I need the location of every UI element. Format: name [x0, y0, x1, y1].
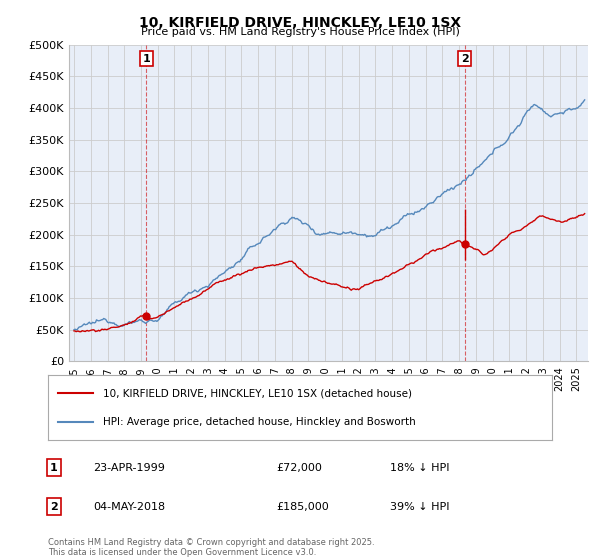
Text: 18% ↓ HPI: 18% ↓ HPI: [390, 463, 449, 473]
Text: 39% ↓ HPI: 39% ↓ HPI: [390, 502, 449, 512]
Text: 10, KIRFIELD DRIVE, HINCKLEY, LE10 1SX: 10, KIRFIELD DRIVE, HINCKLEY, LE10 1SX: [139, 16, 461, 30]
Text: 2: 2: [461, 54, 469, 64]
Text: Price paid vs. HM Land Registry's House Price Index (HPI): Price paid vs. HM Land Registry's House …: [140, 27, 460, 37]
Text: 23-APR-1999: 23-APR-1999: [93, 463, 165, 473]
Text: 1: 1: [142, 54, 150, 64]
Text: 04-MAY-2018: 04-MAY-2018: [93, 502, 165, 512]
Text: £185,000: £185,000: [276, 502, 329, 512]
Text: 1: 1: [50, 463, 58, 473]
Text: £72,000: £72,000: [276, 463, 322, 473]
Text: HPI: Average price, detached house, Hinckley and Bosworth: HPI: Average price, detached house, Hinc…: [103, 417, 416, 427]
Text: Contains HM Land Registry data © Crown copyright and database right 2025.
This d: Contains HM Land Registry data © Crown c…: [48, 538, 374, 557]
Text: 2: 2: [50, 502, 58, 512]
Text: 10, KIRFIELD DRIVE, HINCKLEY, LE10 1SX (detached house): 10, KIRFIELD DRIVE, HINCKLEY, LE10 1SX (…: [103, 388, 412, 398]
